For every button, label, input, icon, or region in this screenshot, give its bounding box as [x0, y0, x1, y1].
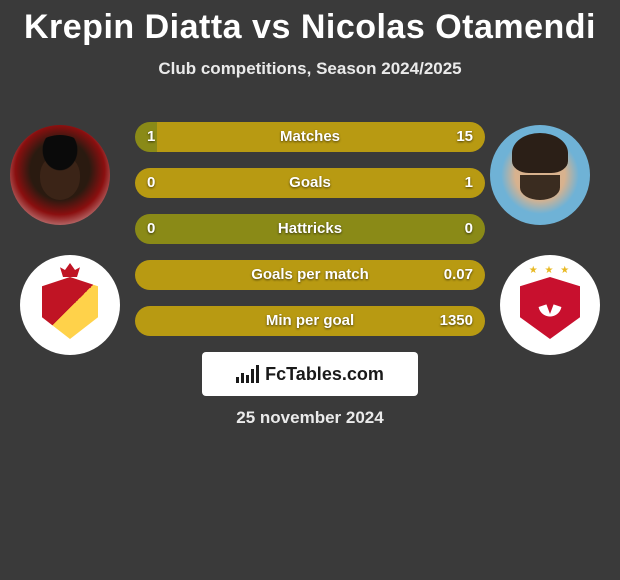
footer-brand[interactable]: FcTables.com: [202, 352, 418, 396]
stat-bar: 115Matches: [135, 122, 485, 152]
stat-label: Goals: [135, 168, 485, 198]
barchart-icon-bar: [256, 365, 259, 383]
player2-photo: [490, 125, 590, 225]
subtitle: Club competitions, Season 2024/2025: [0, 59, 620, 79]
barchart-icon-bar: [241, 373, 244, 383]
player1-name: Krepin Diatta: [24, 8, 242, 46]
barchart-icon: [236, 365, 259, 383]
barchart-icon-bar: [251, 369, 254, 383]
stat-label: Goals per match: [135, 260, 485, 290]
stat-label: Matches: [135, 122, 485, 152]
barchart-icon-bar: [236, 377, 239, 383]
stat-bar: 01Goals: [135, 168, 485, 198]
footer-brand-text: FcTables.com: [265, 364, 384, 385]
barchart-icon-bar: [246, 375, 249, 383]
stars-icon: ★ ★ ★: [528, 265, 572, 277]
stat-bar: 0.07Goals per match: [135, 260, 485, 290]
player1-photo-bg: [10, 125, 110, 225]
player1-photo-face: [40, 155, 80, 200]
stat-bar: 00Hattricks: [135, 214, 485, 244]
stat-label: Min per goal: [135, 306, 485, 336]
date-label: 25 november 2024: [0, 408, 620, 428]
player2-photo-beard: [520, 175, 560, 200]
stat-bar: 1350Min per goal: [135, 306, 485, 336]
monaco-shield-icon: [42, 277, 98, 339]
player2-name: Nicolas Otamendi: [301, 8, 596, 46]
player1-club-badge: [20, 255, 120, 355]
stat-label: Hattricks: [135, 214, 485, 244]
stats-bars: 115Matches 01Goals 00Hattricks 0.07Goals pe…: [135, 122, 485, 352]
comparison-card: Krepin Diatta vs Nicolas Otamendi Club c…: [0, 0, 620, 580]
player1-photo: [10, 125, 110, 225]
page-title: Krepin Diatta vs Nicolas Otamendi: [0, 0, 620, 47]
vs-label: vs: [252, 8, 291, 46]
crown-icon: [60, 263, 80, 277]
player2-club-badge: ★ ★ ★: [500, 255, 600, 355]
